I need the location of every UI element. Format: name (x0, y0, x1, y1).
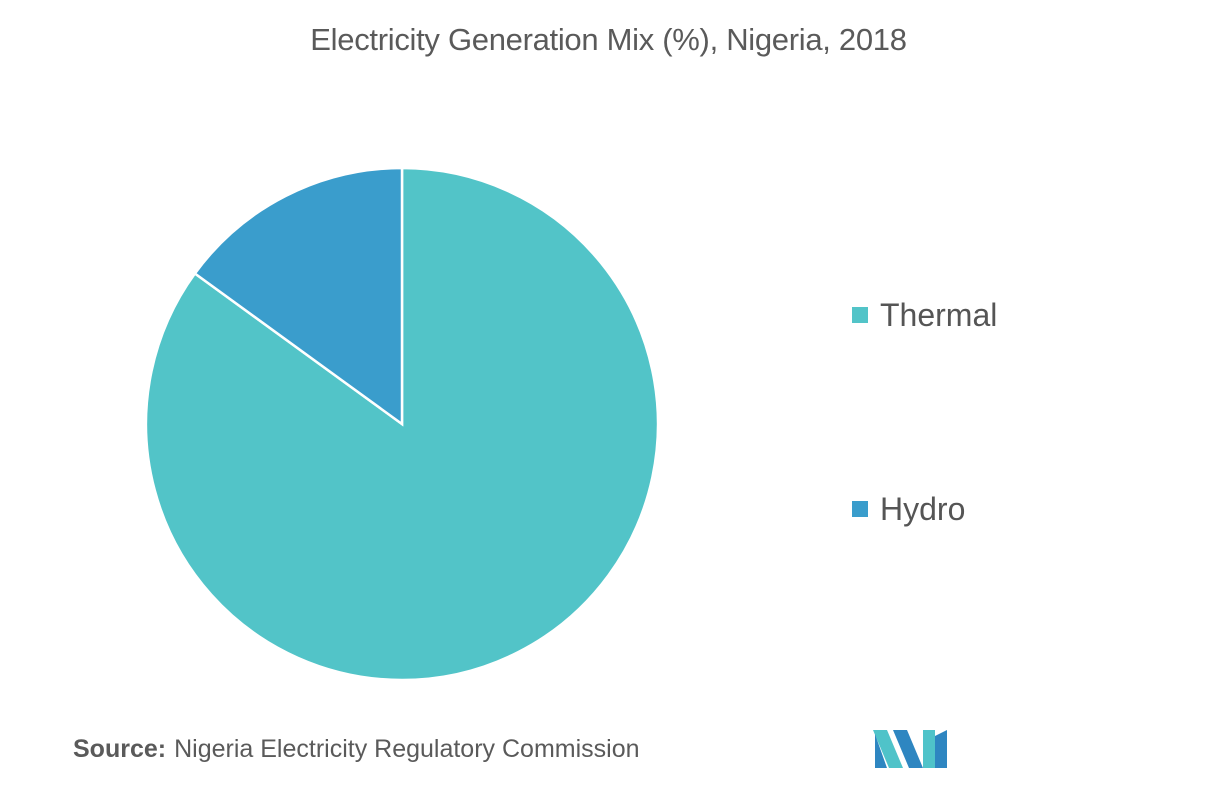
legend-item-thermal[interactable]: Thermal (852, 290, 997, 340)
source-text: Nigeria Electricity Regulatory Commissio… (174, 735, 640, 763)
legend: Thermal Hydro (852, 290, 997, 678)
pie-slice-hydro[interactable] (193, 166, 404, 427)
legend-label-hydro: Hydro (880, 490, 966, 527)
source-label: Source: (73, 735, 167, 763)
mordor-logo-icon (873, 730, 947, 768)
legend-swatch-hydro (852, 501, 868, 517)
chart-title: Electricity Generation Mix (%), Nigeria,… (310, 22, 907, 57)
legend-label-thermal: Thermal (880, 296, 998, 333)
pie-slice-thermal[interactable] (144, 166, 660, 682)
legend-item-hydro[interactable]: Hydro (852, 484, 997, 534)
legend-swatch-thermal (852, 307, 868, 323)
source-note: Source: Nigeria Electricity Regulatory Co… (73, 735, 640, 764)
